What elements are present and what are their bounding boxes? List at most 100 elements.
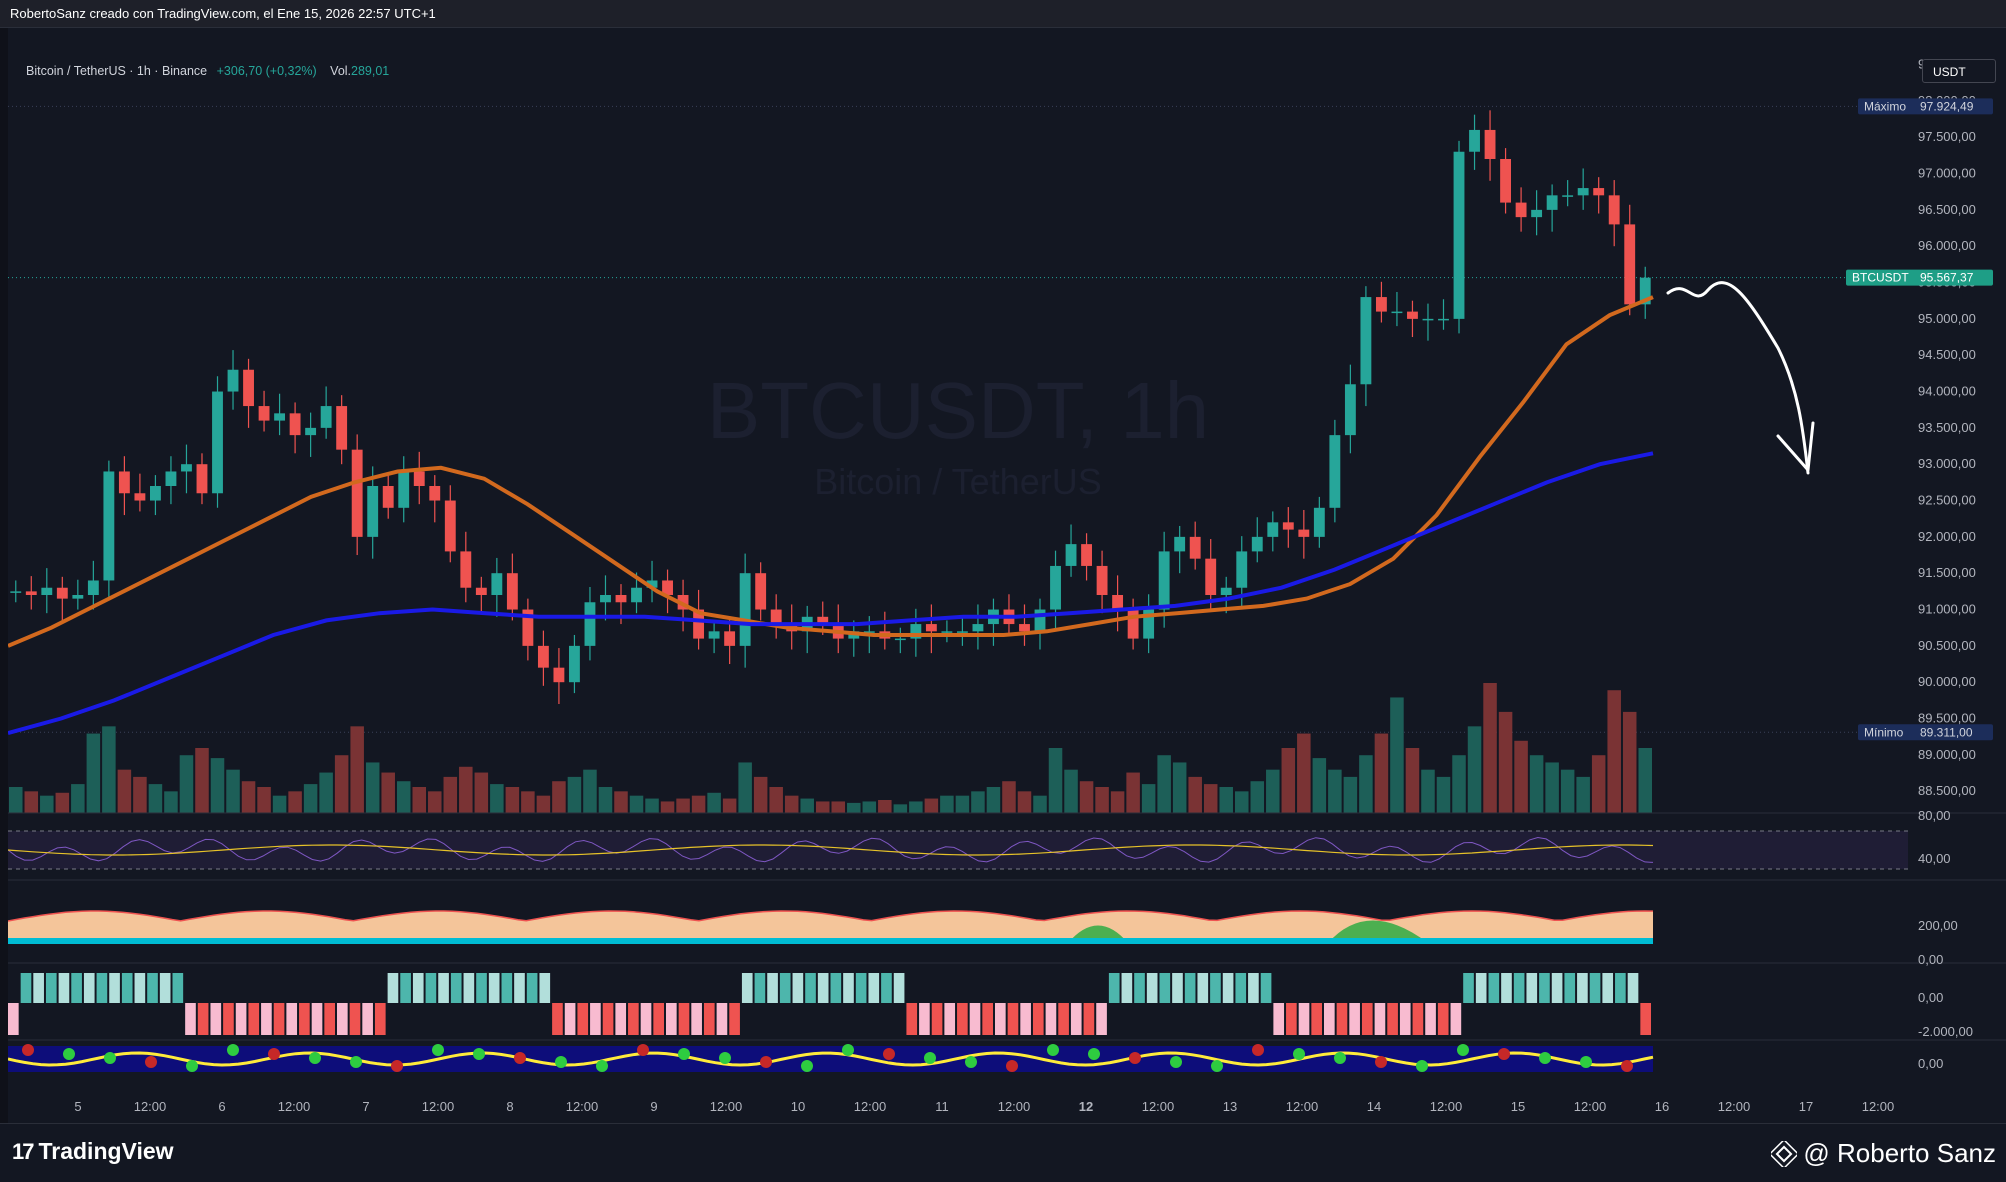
- volume-bar: [148, 784, 163, 813]
- rsi-ma-line: [8, 844, 1654, 856]
- macd-area: [8, 911, 1653, 940]
- time-tick-label: 8: [506, 1099, 513, 1114]
- osc-bar-positive: [526, 973, 538, 1003]
- osc-bar-negative: [223, 1003, 234, 1035]
- osc-bar-positive: [1577, 973, 1588, 1003]
- volume-bar: [769, 787, 783, 813]
- price-tick-label: 96.000,00: [1918, 238, 1976, 253]
- osc-bar-negative: [299, 1003, 310, 1035]
- osc-bar-negative: [552, 1003, 563, 1035]
- osc-bar-negative: [602, 1003, 614, 1035]
- osc-bar-positive: [1235, 973, 1247, 1003]
- osc-bar-positive: [1108, 973, 1120, 1003]
- candle-body: [925, 624, 937, 632]
- osc-bar-negative: [666, 1003, 677, 1035]
- candle-body: [708, 631, 720, 639]
- wave-dot: [1047, 1044, 1059, 1056]
- volume-bar: [1390, 697, 1404, 813]
- volume-bar: [86, 733, 101, 813]
- wave-dot: [1457, 1044, 1469, 1056]
- time-tick-label: 12:00: [854, 1099, 887, 1114]
- wave-dot: [1293, 1048, 1305, 1060]
- wave-dot: [350, 1056, 362, 1068]
- osc-bar-positive: [1260, 973, 1272, 1003]
- volume-bar: [1266, 769, 1280, 813]
- candle-body: [600, 595, 611, 603]
- wave-dot: [1416, 1060, 1428, 1072]
- osc-bar-positive: [134, 973, 146, 1003]
- wave-dot: [145, 1056, 157, 1068]
- author-credit: @ Roberto Sanz: [1771, 1138, 1996, 1169]
- wave-dot: [227, 1044, 239, 1056]
- osc-bar-negative: [1374, 1003, 1386, 1035]
- osc-bar-negative: [729, 1003, 740, 1035]
- volume-bar: [536, 795, 551, 813]
- tradingview-logo[interactable]: 17 TradingView: [12, 1138, 174, 1165]
- price-tick-label: 94.000,00: [1918, 384, 1976, 399]
- osc-bar-negative: [235, 1003, 247, 1035]
- currency-selector[interactable]: USDT: [1922, 59, 1996, 83]
- candle-body: [413, 471, 425, 486]
- osc-bar-negative: [1273, 1003, 1285, 1035]
- volume-bar: [800, 798, 814, 813]
- max-value: 97.924,49: [1920, 99, 1974, 113]
- candle-body: [1189, 536, 1201, 559]
- volume-bar: [583, 769, 597, 813]
- footer-bar: 17 TradingView @ Roberto Sanz: [0, 1123, 2006, 1182]
- osc-bar-negative: [1640, 1003, 1651, 1035]
- candle-body: [1236, 551, 1248, 588]
- time-tick-label: 5: [74, 1099, 81, 1114]
- rsi-line: [8, 836, 1654, 863]
- osc-bar-positive: [33, 973, 44, 1003]
- candle-body: [134, 493, 146, 501]
- volume-bar: [924, 798, 939, 813]
- price-tick-label: 92.000,00: [1918, 529, 1976, 544]
- osc-bar-negative: [1058, 1003, 1069, 1035]
- candle-body: [1019, 624, 1030, 632]
- wave-dot: [801, 1060, 813, 1072]
- min-value: 89.311,00: [1920, 725, 1973, 739]
- osc-bar-positive: [412, 973, 424, 1003]
- price-tick-label: 94.500,00: [1918, 347, 1976, 362]
- osc-bar-positive: [71, 973, 82, 1003]
- volume-bar: [257, 787, 271, 813]
- candle-body: [429, 486, 441, 501]
- volume-bar: [1436, 776, 1451, 813]
- volume-bar: [1281, 748, 1296, 813]
- macd-histogram: [8, 938, 1653, 944]
- volume-bar: [1374, 733, 1389, 813]
- osc-bar-negative: [678, 1003, 690, 1035]
- wave-dot: [514, 1052, 526, 1064]
- volume-bar: [303, 784, 318, 813]
- rsi-band: [8, 831, 1908, 869]
- osc-bar-positive: [1197, 973, 1209, 1003]
- candle-body: [118, 471, 130, 494]
- candle-body: [1624, 224, 1636, 305]
- volume-bar: [722, 798, 737, 813]
- price-tick-label: 97.000,00: [1918, 166, 1976, 181]
- osc-bar-negative: [944, 1003, 956, 1035]
- price-tick-label: 91.500,00: [1918, 565, 1976, 580]
- osc-bar-positive: [45, 973, 57, 1003]
- volume-bar: [1638, 748, 1652, 813]
- wave-dot: [1498, 1048, 1510, 1060]
- wave-axis-label: 0,00: [1918, 1056, 1943, 1071]
- time-tick-label: 12:00: [1286, 1099, 1319, 1114]
- volume-bar: [1607, 690, 1621, 813]
- candle-body: [1469, 129, 1480, 152]
- osc-bar-negative: [628, 1003, 639, 1035]
- time-tick-label: 13: [1223, 1099, 1237, 1114]
- volume-bar: [1328, 769, 1342, 813]
- candle-body: [662, 580, 673, 595]
- osc-bar-negative: [1324, 1003, 1335, 1035]
- osc-bar-negative: [248, 1003, 260, 1035]
- macd-axis-label: 0,00: [1918, 952, 1943, 967]
- candle-body: [398, 471, 410, 508]
- volume-bar: [1343, 776, 1358, 813]
- osc-bar-negative: [906, 1003, 918, 1035]
- osc-bar-negative: [1007, 1003, 1019, 1035]
- osc-bar-negative: [1286, 1003, 1297, 1035]
- osc-bar-negative: [615, 1003, 627, 1035]
